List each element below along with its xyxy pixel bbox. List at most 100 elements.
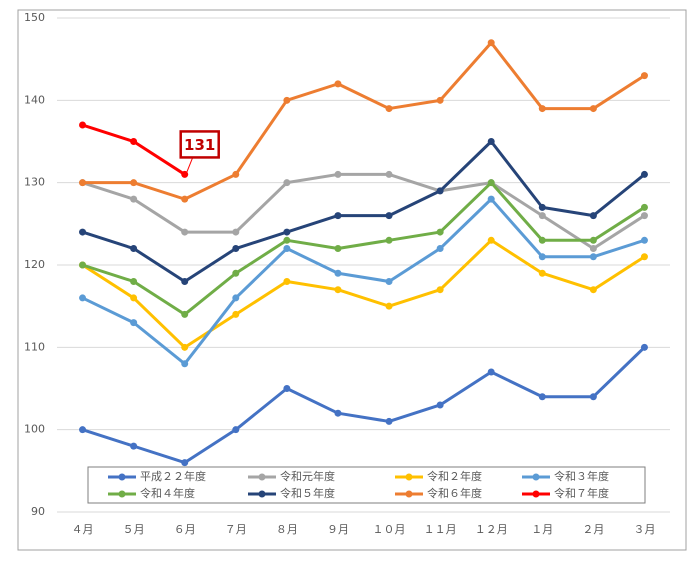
data-point [130, 245, 138, 253]
legend-marker [258, 490, 266, 498]
data-point [334, 409, 342, 417]
series-line [82, 41, 646, 201]
data-point [538, 203, 546, 211]
data-point [232, 294, 240, 302]
annotation-label: 131 [184, 136, 215, 154]
y-tick-label: 100 [24, 423, 45, 436]
data-point [232, 310, 240, 318]
data-point [436, 228, 444, 236]
data-point [130, 319, 138, 327]
data-point [283, 179, 291, 187]
data-point [538, 105, 546, 113]
data-point [181, 170, 189, 178]
data-point [538, 212, 546, 220]
data-point [436, 187, 444, 195]
data-point [181, 343, 189, 351]
annotation-box [179, 130, 220, 159]
data-point [79, 261, 87, 269]
data-point [487, 236, 495, 244]
x-tick-label: １１月 [424, 523, 457, 536]
data-point [232, 170, 240, 178]
data-point [589, 236, 597, 244]
data-point [640, 203, 648, 211]
data-point [130, 277, 138, 285]
y-tick-label: 120 [24, 258, 45, 271]
data-point [640, 343, 648, 351]
data-point [385, 170, 393, 178]
data-point [232, 228, 240, 236]
x-tick-label: ７月 [225, 523, 247, 536]
data-point [589, 253, 597, 261]
data-point [181, 277, 189, 285]
legend-label: 令和元年度 [280, 469, 335, 483]
y-tick-label: 90 [31, 505, 45, 518]
series-line [81, 238, 646, 349]
y-tick-label: 140 [24, 93, 45, 106]
data-point [385, 236, 393, 244]
x-tick-label: ８月 [276, 523, 298, 536]
data-point [385, 105, 393, 113]
data-point [538, 236, 546, 244]
data-point [436, 245, 444, 253]
x-tick-label: ２月 [582, 523, 604, 536]
data-point [232, 245, 240, 253]
series-line [82, 346, 646, 465]
y-tick-label: 150 [24, 11, 45, 24]
legend-marker [405, 490, 413, 498]
data-point [334, 212, 342, 220]
x-tick-label: １２月 [475, 523, 508, 536]
data-point [79, 294, 87, 302]
legend-label: 令和４年度 [140, 486, 195, 500]
data-point [589, 286, 597, 294]
data-point [385, 417, 393, 425]
legend-marker [258, 473, 266, 481]
data-point [487, 195, 495, 203]
data-point [538, 269, 546, 277]
data-point [181, 360, 189, 368]
data-point [79, 179, 87, 187]
x-tick-label: ６月 [174, 523, 196, 536]
data-point [640, 253, 648, 261]
x-tick-label: ４月 [72, 523, 94, 536]
data-point [181, 195, 189, 203]
legend-marker [118, 473, 126, 481]
data-point [385, 212, 393, 220]
x-tick-label: ３月 [633, 523, 655, 536]
data-point [640, 170, 648, 178]
data-point [589, 105, 597, 113]
data-point [130, 138, 138, 145]
data-point [79, 228, 87, 236]
data-point [385, 277, 393, 285]
x-tick-label: ５月 [123, 523, 145, 536]
series-line [82, 172, 646, 251]
data-point [181, 228, 189, 236]
data-point [334, 269, 342, 277]
data-point [283, 228, 291, 236]
legend-label: 令和３年度 [554, 469, 609, 483]
data-point [283, 385, 291, 392]
x-tick-label: １月 [531, 523, 553, 536]
data-point [130, 442, 138, 450]
data-point [436, 286, 444, 294]
legend-marker [118, 490, 126, 498]
data-point [640, 72, 648, 80]
series-line [82, 181, 646, 316]
data-point [232, 269, 240, 277]
data-point [640, 212, 648, 220]
legend-label: 令和６年度 [427, 486, 482, 500]
legend-marker [532, 490, 540, 498]
data-point [487, 138, 495, 145]
legend-marker [405, 473, 413, 481]
series-line [81, 197, 645, 366]
data-point [487, 368, 495, 376]
data-point [334, 170, 342, 178]
data-point [181, 310, 189, 318]
x-tick-label: １０月 [373, 523, 406, 536]
data-point [436, 401, 444, 409]
data-point [79, 426, 87, 434]
annotation-leader [186, 157, 194, 173]
data-point [487, 39, 495, 47]
data-point [385, 302, 393, 310]
data-point [232, 426, 240, 434]
